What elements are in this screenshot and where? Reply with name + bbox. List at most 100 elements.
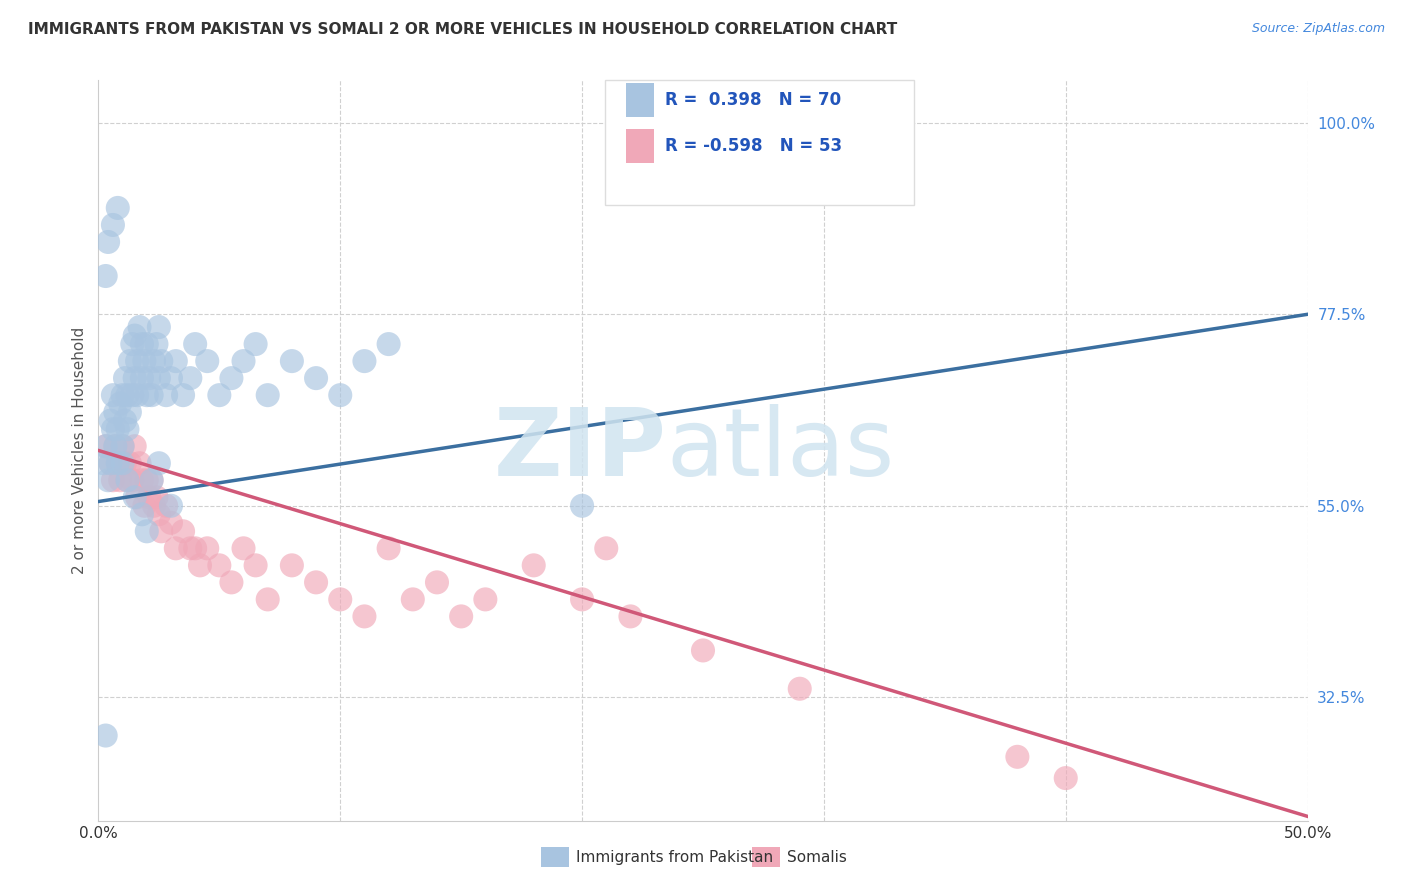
Point (184, 337, 207, 351)
Text: Immigrants from Pakistan: Immigrants from Pakistan (576, 850, 773, 864)
Point (111, 456, 134, 470)
Point (117, 473, 139, 487)
Text: atlas: atlas (666, 404, 896, 497)
Point (117, 422, 139, 436)
Point (353, 609, 375, 624)
Point (104, 405, 127, 419)
Text: Source: ZipAtlas.com: Source: ZipAtlas.com (1251, 22, 1385, 36)
Point (523, 558, 546, 573)
Point (145, 490, 167, 504)
Point (127, 388, 149, 402)
Point (281, 558, 304, 573)
Point (121, 337, 143, 351)
Point (100, 456, 122, 470)
Point (131, 371, 153, 385)
Point (208, 388, 231, 402)
Point (138, 490, 160, 504)
Point (107, 422, 129, 436)
Point (111, 388, 134, 402)
Point (134, 354, 156, 368)
Point (108, 473, 131, 487)
Point (128, 456, 150, 470)
Point (128, 320, 150, 334)
Point (256, 388, 278, 402)
Point (111, 439, 134, 453)
Point (121, 388, 143, 402)
Point (148, 371, 170, 385)
Point (97, 235, 120, 249)
Point (101, 422, 124, 436)
Point (97, 473, 120, 487)
Point (121, 473, 143, 487)
Text: IMMIGRANTS FROM PAKISTAN VS SOMALI 2 OR MORE VEHICLES IN HOUSEHOLD CORRELATION C: IMMIGRANTS FROM PAKISTAN VS SOMALI 2 OR … (28, 22, 897, 37)
Point (135, 473, 157, 487)
Point (172, 388, 194, 402)
Point (232, 354, 254, 368)
Point (179, 371, 201, 385)
Point (165, 541, 187, 556)
Point (108, 397, 131, 411)
Point (114, 456, 136, 470)
Point (377, 337, 399, 351)
Point (107, 456, 129, 470)
Point (101, 388, 124, 402)
Point (143, 354, 166, 368)
Y-axis label: 2 or more Vehicles in Household: 2 or more Vehicles in Household (72, 326, 87, 574)
Point (135, 388, 157, 402)
Point (124, 328, 146, 343)
Point (131, 508, 153, 522)
Point (111, 439, 134, 453)
Point (160, 371, 183, 385)
Point (571, 592, 593, 607)
Point (426, 575, 449, 590)
Point (107, 201, 129, 215)
Point (179, 541, 201, 556)
Point (595, 541, 617, 556)
Point (141, 473, 163, 487)
Point (124, 371, 146, 385)
Point (195, 354, 218, 368)
Point (118, 456, 141, 470)
Point (329, 592, 352, 607)
Point (117, 388, 139, 402)
Point (619, 609, 641, 624)
Point (571, 499, 593, 513)
Point (138, 371, 160, 385)
Point (114, 414, 136, 428)
Point (256, 592, 278, 607)
Point (131, 337, 153, 351)
Point (281, 354, 304, 368)
Point (155, 499, 177, 513)
Point (134, 499, 156, 513)
Point (184, 541, 207, 556)
Point (118, 354, 141, 368)
Point (91, 456, 114, 470)
Text: R =  0.398   N = 70: R = 0.398 N = 70 (665, 91, 841, 109)
Point (135, 524, 157, 539)
Point (124, 490, 146, 504)
Point (353, 354, 375, 368)
Point (141, 473, 163, 487)
Point (160, 499, 183, 513)
Point (692, 643, 714, 657)
Point (789, 681, 811, 696)
Point (150, 354, 173, 368)
Point (221, 575, 243, 590)
Text: R = -0.598   N = 53: R = -0.598 N = 53 (665, 137, 842, 155)
Point (245, 337, 267, 351)
Point (143, 499, 166, 513)
Point (329, 388, 352, 402)
Point (127, 354, 149, 368)
Point (104, 439, 127, 453)
Point (1054, 771, 1077, 785)
Point (232, 541, 254, 556)
Text: Somalis: Somalis (787, 850, 848, 864)
Point (104, 439, 127, 453)
Point (94, 439, 117, 453)
Point (127, 490, 149, 504)
Point (155, 388, 177, 402)
Point (195, 541, 218, 556)
Point (305, 575, 328, 590)
Point (135, 337, 157, 351)
Point (117, 473, 139, 487)
